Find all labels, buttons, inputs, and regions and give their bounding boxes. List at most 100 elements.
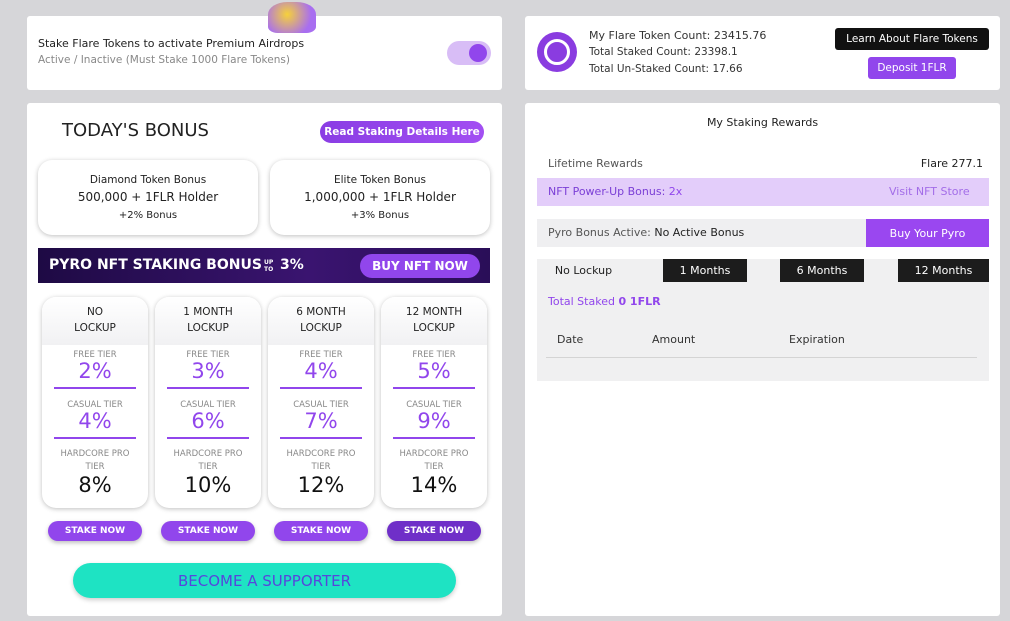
learn-button[interactable]: Learn About Flare Tokens bbox=[835, 28, 989, 50]
tab[interactable]: No Lockup bbox=[540, 259, 627, 282]
tier-divider bbox=[54, 387, 136, 389]
total-staked: Total Staked 0 1FLR bbox=[548, 295, 661, 308]
bonus-tier-card: Diamond Token Bonus 500,000 + 1FLR Holder… bbox=[38, 160, 258, 235]
tier-rate: 3% bbox=[191, 359, 225, 383]
lifetime-label: Lifetime Rewards bbox=[548, 157, 643, 170]
label: Pyro Bonus Active: bbox=[548, 226, 651, 239]
value: No Active Bonus bbox=[654, 226, 745, 239]
tier-divider bbox=[167, 387, 249, 389]
tier-rate: 6% bbox=[191, 409, 225, 433]
label: Total Un-Staked Count: bbox=[589, 63, 710, 75]
plan-lockup: LOCKUP bbox=[413, 322, 455, 334]
tier-name: HARDCORE PRO TIER bbox=[399, 449, 469, 472]
tier-divider bbox=[280, 387, 362, 389]
tier-name: FREE TIER bbox=[186, 350, 230, 360]
toggle[interactable] bbox=[447, 41, 491, 65]
logo-inner bbox=[544, 39, 570, 65]
plan-card: 12 MONTH LOCKUP FREE TIER 5% CASUAL TIER 9% HA… bbox=[381, 297, 487, 508]
tier-name: FREE TIER bbox=[299, 350, 343, 360]
value: 17.66 bbox=[712, 63, 743, 75]
tier-rate: 7% bbox=[304, 409, 338, 433]
tier-name: CASUAL TIER bbox=[406, 400, 462, 410]
pyro-status: Pyro Bonus Active: No Active Bonus bbox=[548, 226, 744, 239]
value: 23398.1 bbox=[694, 46, 738, 58]
rewards-title: My Staking Rewards bbox=[706, 116, 819, 129]
stake-button[interactable]: STAKE NOW bbox=[387, 521, 481, 541]
banner-percent: 3% bbox=[280, 257, 304, 273]
column-header: Amount bbox=[652, 333, 696, 346]
plan-lockup: LOCKUP bbox=[300, 322, 342, 334]
plan-header bbox=[155, 297, 261, 345]
value: 23415.76 bbox=[713, 29, 767, 42]
pyro-button[interactable]: Buy Your Pyro bbox=[866, 219, 989, 247]
tier-name: CASUAL TIER bbox=[180, 400, 236, 410]
label: My Flare Token Count: bbox=[589, 29, 711, 42]
bonus-name: Elite Token Bonus bbox=[333, 174, 426, 186]
banner-text: PYRO NFT STAKING BONUS bbox=[49, 257, 262, 273]
plan-card: NO LOCKUP FREE TIER 2% CASUAL TIER 4% HARDCORE… bbox=[42, 297, 148, 508]
tier-divider bbox=[393, 437, 475, 439]
label: Total Staked bbox=[548, 295, 615, 308]
supporter-button[interactable]: BECOME A SUPPORTER bbox=[73, 563, 456, 598]
toggle-knob bbox=[469, 44, 487, 62]
plan-lockup: 1 MONTH bbox=[183, 306, 233, 318]
bonus-title: TODAY'S BONUS bbox=[62, 120, 209, 141]
logo bbox=[537, 32, 577, 72]
token-staked: Total Staked Count: 23398.1 bbox=[589, 46, 738, 58]
column-header: Expiration bbox=[789, 333, 845, 346]
plan-lockup: LOCKUP bbox=[187, 322, 229, 334]
bonus-amount: +3% Bonus bbox=[350, 210, 410, 221]
plan-header bbox=[381, 297, 487, 345]
tier-name: FREE TIER bbox=[412, 350, 456, 360]
tier-rate: 4% bbox=[78, 409, 112, 433]
toggle-title: Stake Flare Tokens to activate Premium A… bbox=[38, 37, 305, 50]
tier-rate: 2% bbox=[78, 359, 112, 383]
plan-header bbox=[268, 297, 374, 345]
details-button[interactable]: Read Staking Details Here bbox=[320, 121, 484, 143]
label: NFT Power-Up Bonus: bbox=[548, 185, 666, 198]
tier-name: HARDCORE PRO TIER bbox=[173, 449, 243, 472]
tier-name: FREE TIER bbox=[73, 350, 117, 360]
toggle-subtitle: Active / Inactive (Must Stake 1000 Flare… bbox=[38, 54, 290, 66]
value: 0 1FLR bbox=[618, 295, 661, 308]
tier-divider bbox=[54, 437, 136, 439]
plan-card: 1 MONTH LOCKUP FREE TIER 3% CASUAL TIER 6% HAR… bbox=[155, 297, 261, 508]
nft-row: NFT Power-Up Bonus: 2x Visit NFT Store bbox=[537, 178, 989, 206]
tier-name: CASUAL TIER bbox=[293, 400, 349, 410]
header-rule bbox=[546, 357, 977, 358]
stake-button[interactable]: STAKE NOW bbox=[274, 521, 368, 541]
banner-upto: UP TO bbox=[264, 259, 274, 273]
lifetime-value: Flare 277.1 bbox=[920, 157, 983, 170]
tier-rate: 5% bbox=[417, 359, 451, 383]
tier-rate: 14% bbox=[410, 473, 458, 497]
tab[interactable]: 6 Months bbox=[780, 259, 864, 282]
label: Total Staked Count: bbox=[589, 46, 691, 58]
tier-divider bbox=[167, 437, 249, 439]
pyro-row: Pyro Bonus Active: No Active Bonus bbox=[537, 219, 866, 247]
tab[interactable]: 12 Months bbox=[898, 259, 989, 282]
deposit-button[interactable]: Deposit 1FLR bbox=[868, 57, 956, 79]
nft-bonus: NFT Power-Up Bonus: 2x bbox=[548, 185, 682, 198]
plan-lockup: NO bbox=[86, 306, 104, 318]
plan-header bbox=[42, 297, 148, 345]
stake-button[interactable]: STAKE NOW bbox=[161, 521, 255, 541]
tier-divider bbox=[393, 387, 475, 389]
bonus-tier-card: Elite Token Bonus 1,000,000 + 1FLR Holder… bbox=[270, 160, 490, 235]
tab[interactable]: 1 Months bbox=[663, 259, 747, 282]
value: 2x bbox=[668, 185, 683, 198]
bonus-amount: +2% Bonus bbox=[118, 210, 178, 221]
tier-rate: 8% bbox=[78, 473, 112, 497]
token-count: My Flare Token Count: 23415.76 bbox=[589, 29, 766, 42]
mascot bbox=[268, 2, 316, 33]
token-unstaked: Total Un-Staked Count: 17.66 bbox=[589, 63, 743, 75]
tier-rate: 9% bbox=[417, 409, 451, 433]
tier-name: HARDCORE PRO TIER bbox=[60, 449, 130, 472]
plan-lockup: 12 MONTH bbox=[405, 306, 463, 318]
column-header: Date bbox=[557, 333, 584, 346]
nft-link[interactable]: Visit NFT Store bbox=[889, 185, 970, 198]
bonus-requirement: 500,000 + 1FLR Holder bbox=[77, 190, 219, 204]
stake-button[interactable]: STAKE NOW bbox=[48, 521, 142, 541]
bonus-requirement: 1,000,000 + 1FLR Holder bbox=[304, 190, 456, 204]
banner-button[interactable]: BUY NFT NOW bbox=[360, 254, 480, 278]
